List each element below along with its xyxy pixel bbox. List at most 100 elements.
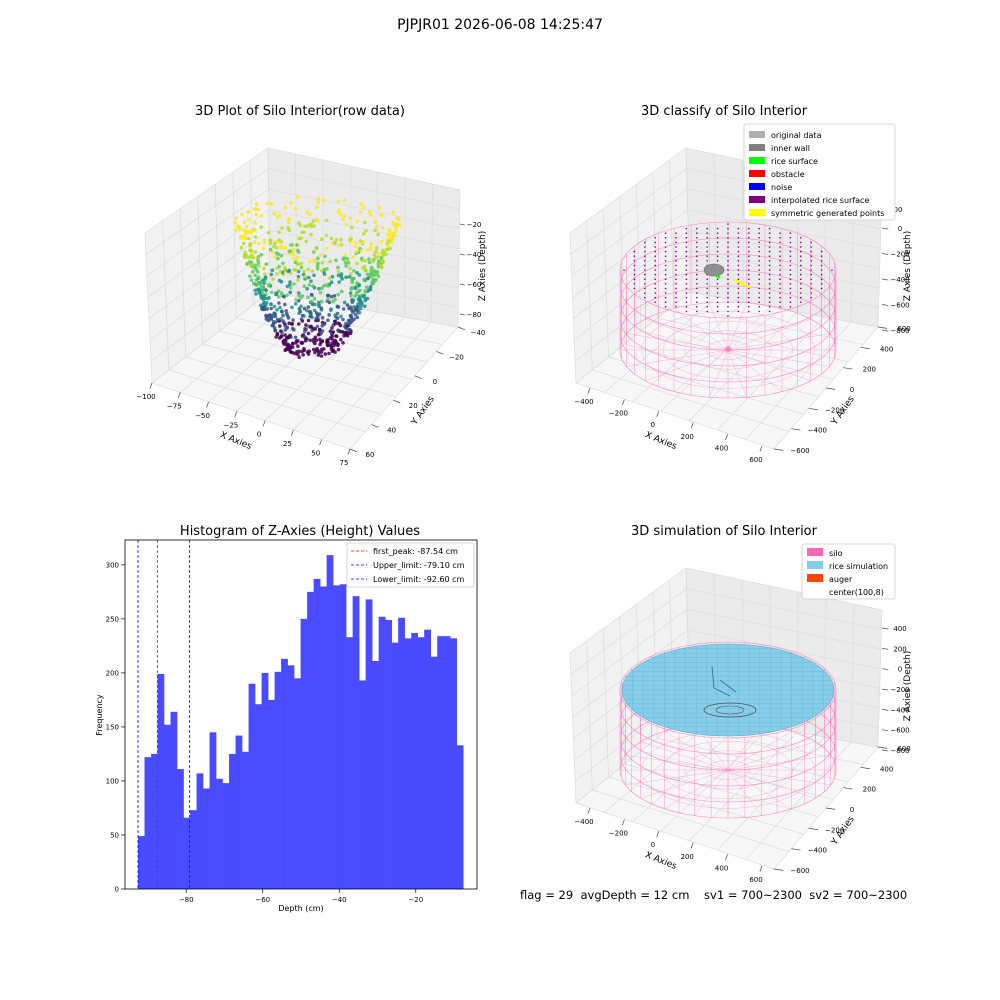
raw-point [373, 255, 378, 260]
raw-point [317, 286, 321, 291]
grid-line [180, 296, 298, 393]
classify-z-tick [881, 278, 889, 281]
interpolated-point [696, 283, 698, 285]
raw-point [283, 265, 287, 270]
interpolated-point [644, 287, 646, 290]
raw-point [350, 278, 354, 283]
sim-y-tick [843, 787, 853, 790]
interpolated-point [685, 237, 688, 239]
histogram-bar [339, 584, 347, 889]
raw-point [269, 272, 274, 277]
interpolated-point [758, 241, 760, 244]
raw-point [358, 306, 363, 311]
interpolated-point [633, 287, 636, 290]
classify-silo-spoke [727, 349, 783, 392]
raw-point [336, 273, 341, 278]
raw-point [253, 273, 258, 278]
histogram-y-tick-label: 0 [115, 886, 119, 894]
histogram-bar [151, 753, 158, 889]
grid-line [586, 640, 593, 791]
interpolated-point [768, 310, 771, 313]
interpolated-point [675, 232, 677, 234]
interpolated-point [800, 292, 802, 294]
interpolated-point [820, 250, 823, 253]
classify-y-tick [773, 448, 784, 451]
interpolated-point [779, 232, 781, 234]
interpolated-point [789, 260, 792, 262]
sim-x-label: −200 [609, 830, 628, 838]
grid-line [689, 291, 879, 328]
interpolated-point [706, 232, 708, 234]
histogram-bar [216, 778, 223, 889]
interpolated-point [737, 269, 740, 271]
raw-point [313, 335, 318, 340]
histogram-axes-frame [124, 539, 478, 890]
sim-silo-spoke [727, 769, 816, 799]
sim-z-label: −800 [890, 747, 909, 755]
raw-point [277, 238, 282, 242]
interpolated-point [768, 227, 771, 230]
histogram-bar [138, 836, 145, 889]
raw-point [275, 215, 280, 219]
raw-point [329, 307, 333, 311]
interpolated-point [768, 306, 771, 308]
interpolated-point [800, 264, 802, 267]
raw-point [379, 213, 384, 218]
interpolated-point [758, 227, 760, 230]
raw-point [288, 290, 293, 295]
grid-line [688, 731, 798, 841]
interpolated-point [685, 264, 688, 267]
raw-point [336, 269, 341, 274]
classify-z-partial: 00 [894, 206, 903, 214]
interpolated-point [664, 273, 667, 276]
classify-silo-spoke [673, 308, 729, 351]
raw-point [273, 328, 278, 333]
raw-point [284, 309, 289, 313]
classify-y-tick [843, 367, 853, 370]
raw-point [379, 263, 383, 268]
raw-point [342, 300, 347, 305]
grid-line [592, 789, 789, 852]
raw-point [377, 252, 382, 256]
raw-point [312, 273, 316, 278]
interpolated-point [716, 241, 719, 244]
sim-z-tick [881, 708, 889, 711]
histogram-bar [248, 683, 256, 889]
raw-point [348, 216, 353, 221]
raw-point [281, 313, 285, 318]
raw-point [376, 232, 380, 237]
interpolated-point [716, 310, 719, 313]
interpolated-point [727, 301, 729, 304]
interpolated-point [810, 246, 812, 248]
raw-point [362, 264, 367, 269]
pane-floor [576, 292, 878, 449]
interpolated-point [779, 241, 781, 244]
raw-point [327, 313, 332, 317]
classify-y-label: 0 [850, 386, 854, 394]
interpolated-point [758, 250, 760, 253]
raw-point [356, 302, 360, 306]
raw-point [278, 269, 283, 274]
raw-x-label: −75 [167, 402, 182, 410]
interpolated-point [685, 246, 688, 248]
interpolated-point [810, 283, 812, 285]
interpolated-point [727, 246, 729, 248]
raw-y-label: −20 [449, 353, 464, 361]
interpolated-point [789, 292, 792, 294]
grid-line [144, 232, 153, 384]
interpolated-point [758, 278, 760, 281]
raw-point [323, 254, 327, 259]
grid-line [592, 369, 789, 432]
interpolated-point [758, 260, 760, 262]
raw-point [310, 302, 315, 307]
interpolated-point [789, 250, 792, 253]
interpolated-point [716, 250, 719, 253]
interpolated-point [716, 292, 719, 294]
interpolated-point [706, 250, 708, 253]
histogram-bar [456, 745, 464, 889]
raw-point [254, 278, 259, 282]
raw-point [293, 260, 298, 265]
interpolated-point [706, 283, 708, 285]
classify-legend-label: interpolated rice surface [771, 196, 869, 205]
interpolated-point [706, 237, 708, 239]
